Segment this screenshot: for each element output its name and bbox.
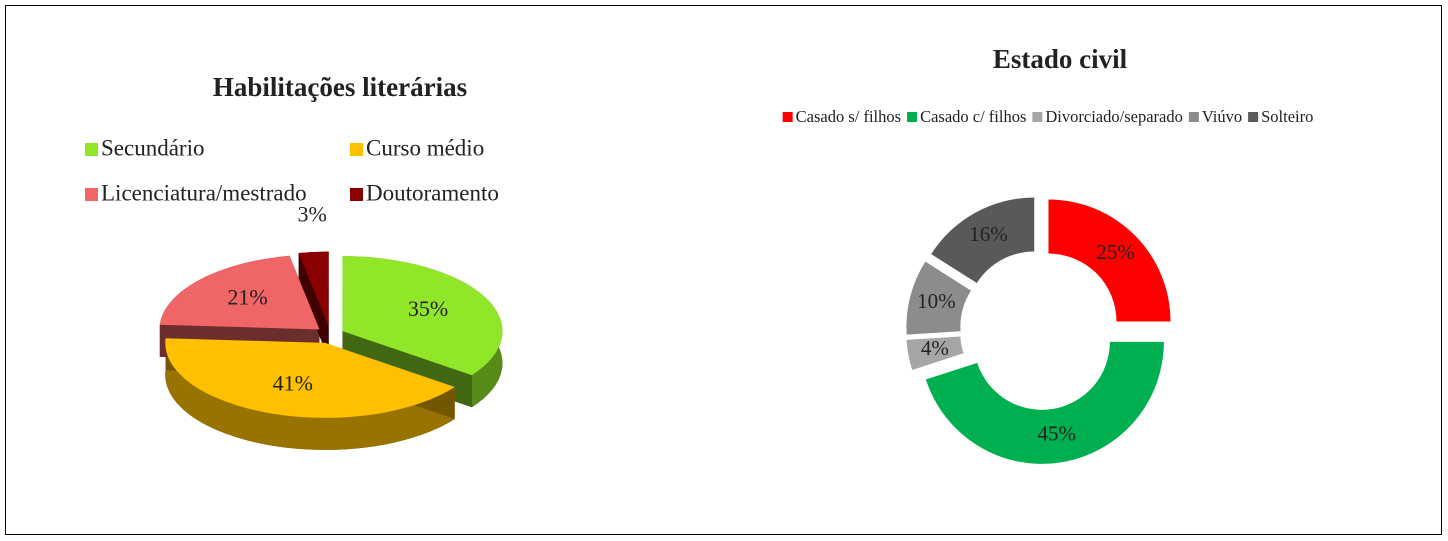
legend-swatch <box>1248 112 1259 122</box>
legend-label: Casado c/ filhos <box>920 107 1026 126</box>
slice <box>1048 199 1171 322</box>
slice <box>906 261 971 335</box>
slice-side <box>298 251 329 359</box>
data-label: 35% <box>408 296 448 321</box>
legend-label: Doutoramento <box>366 180 499 205</box>
data-label: 25% <box>1096 240 1135 264</box>
legend-label: Licenciatura/mestrado <box>101 180 307 205</box>
legend-swatch <box>782 112 793 122</box>
slice <box>342 256 503 376</box>
chart-title: Habilitações literárias <box>213 72 467 102</box>
chart-title: Estado civil <box>993 44 1128 74</box>
legend-label: Divorciado/separado <box>1045 107 1182 126</box>
slice-side <box>165 338 455 450</box>
legend-swatch <box>85 188 98 201</box>
legend-swatch <box>85 143 98 156</box>
legend-label: Curso médio <box>366 135 484 160</box>
legend-swatch <box>350 188 363 201</box>
slice <box>925 341 1164 464</box>
legend-label: Solteiro <box>1261 107 1313 126</box>
data-label: 10% <box>917 289 956 313</box>
slice <box>159 255 320 330</box>
legend-swatch <box>1032 112 1043 122</box>
legend-swatch <box>1188 112 1199 122</box>
slice <box>298 251 329 327</box>
legend-label: Casado s/ filhos <box>796 107 901 126</box>
slice-side <box>159 255 320 362</box>
legend-label: Secundário <box>101 135 204 160</box>
data-label: 4% <box>921 336 949 360</box>
data-label: 41% <box>273 370 313 395</box>
data-label: 21% <box>227 285 267 310</box>
data-label: 45% <box>1037 421 1076 445</box>
slice <box>165 338 455 418</box>
data-label: 3% <box>297 202 326 227</box>
legend-swatch <box>350 143 363 156</box>
legend-label: Viúvo <box>1202 107 1242 126</box>
legend-swatch <box>907 112 918 122</box>
data-label: 16% <box>969 222 1008 246</box>
slice <box>906 336 964 370</box>
slice <box>931 197 1035 284</box>
